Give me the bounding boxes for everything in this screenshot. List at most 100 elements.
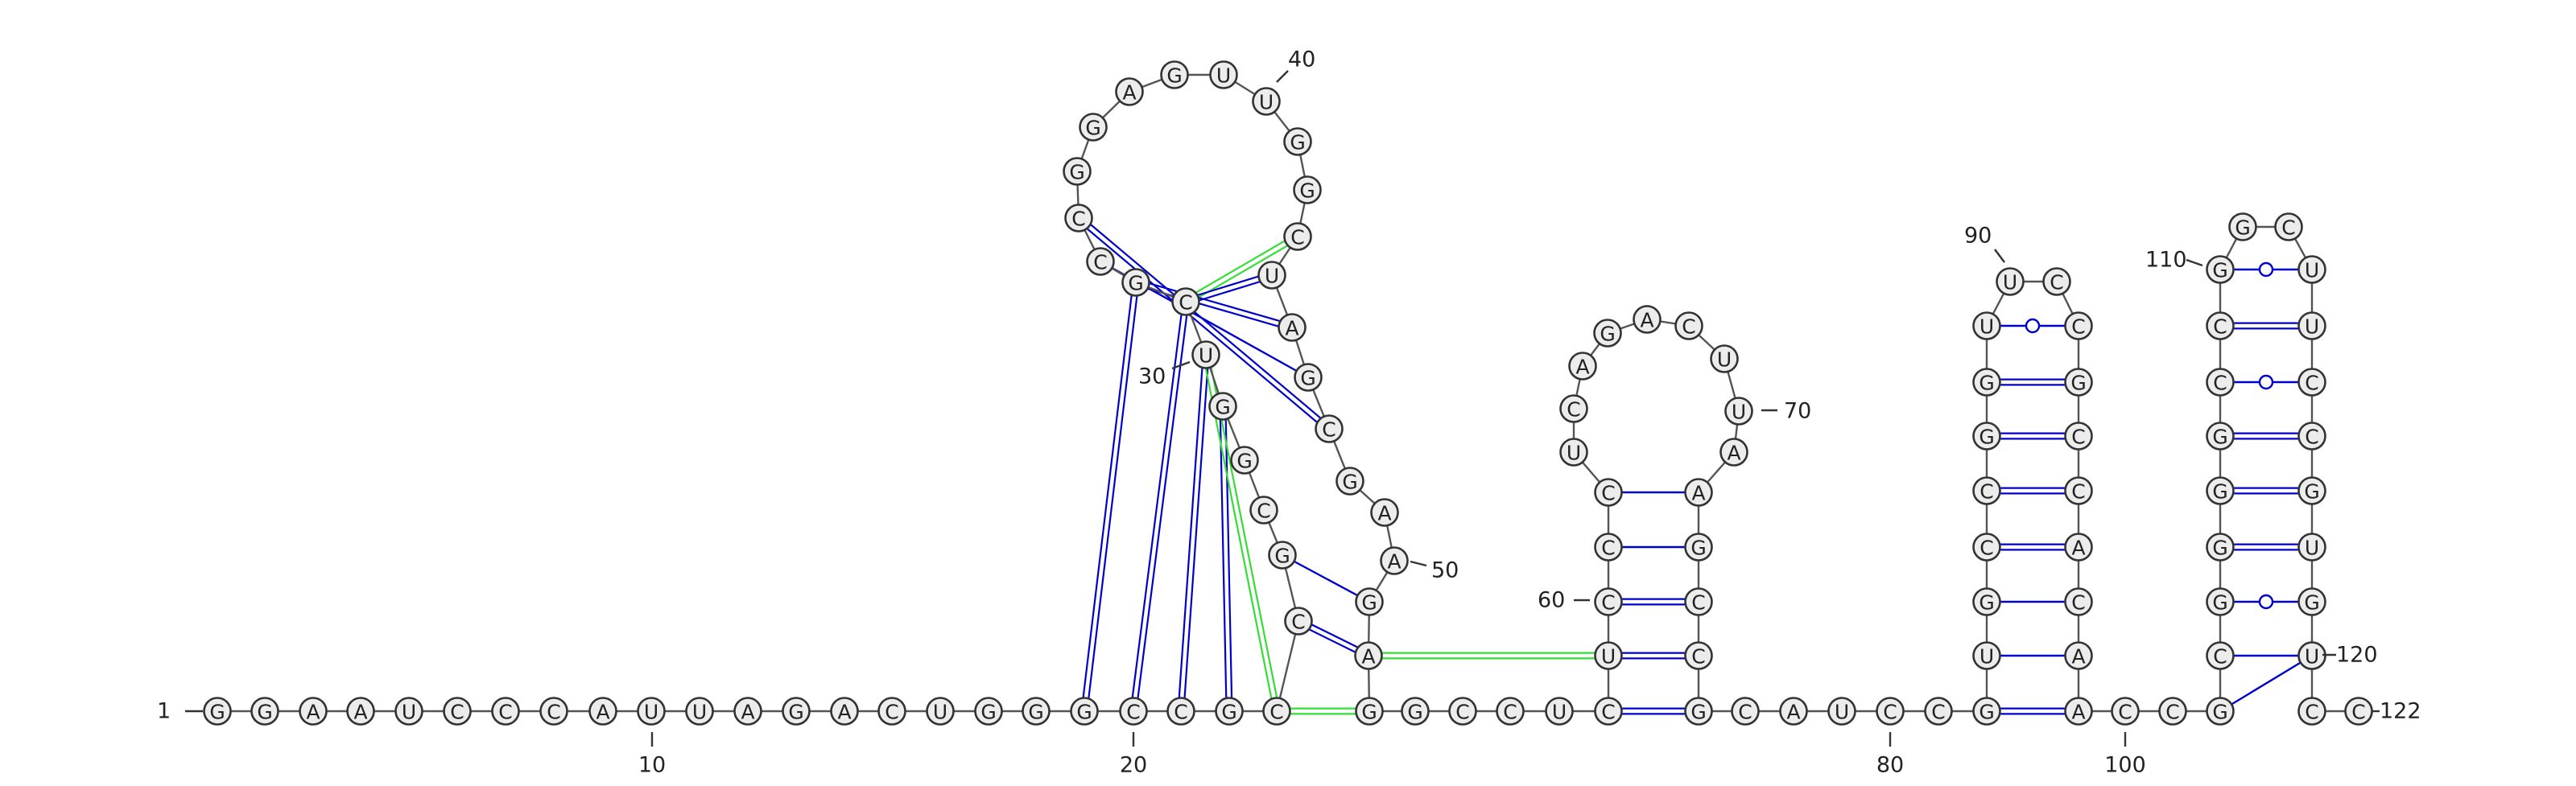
nucleotide-letter: A xyxy=(2071,645,2085,669)
base-pair-h1-1 xyxy=(1184,271,1274,306)
nucleotide-letter: G xyxy=(1028,701,1043,724)
nucleotide-letter: C xyxy=(2071,426,2085,449)
nucleotide-circle xyxy=(1594,641,1623,670)
base-pair-long-4-strand-b xyxy=(1219,406,1228,712)
nucleotide-97: A xyxy=(2064,641,2093,670)
nucleotide-letter: C xyxy=(1931,701,1945,724)
nucleotide-83: G xyxy=(1972,587,2001,616)
nucleotide-78: U xyxy=(1827,697,1856,726)
tick-110 xyxy=(2186,258,2203,267)
nucleotide-letter: C xyxy=(1691,645,1705,669)
nucleotide-circle xyxy=(974,697,1003,726)
nucleotide-48: A xyxy=(1370,498,1399,527)
nucleotide-33: C xyxy=(1064,204,1093,233)
base-pair-long-1 xyxy=(1080,282,1140,712)
nucleotide-23: C xyxy=(1262,697,1291,726)
tertiary-pair-4 xyxy=(1368,652,1608,660)
nucleotide-19: G xyxy=(1070,697,1099,726)
position-label-122: 122 xyxy=(2380,699,2421,724)
nucleotide-letter: G xyxy=(1069,161,1084,184)
nucleotide-letter: C xyxy=(2071,480,2085,504)
base-pair-h3-8 xyxy=(1987,318,2079,334)
nucleotide-66: A xyxy=(1633,305,1662,334)
nucleotide-circle xyxy=(1171,287,1200,316)
nucleotide-104: G xyxy=(2206,533,2235,562)
base-pair-h1-4 xyxy=(1076,215,1331,432)
nucleotide-6: C xyxy=(443,697,472,726)
base-pair-long-1-strand-a xyxy=(1086,282,1140,712)
nucleotide-circle xyxy=(1633,305,1662,334)
nucleotide-102: C xyxy=(2206,641,2235,670)
nucleotide-77: A xyxy=(1779,697,1808,726)
nucleotide-circle xyxy=(2111,697,2140,726)
nucleotide-letter: G xyxy=(1361,591,1377,615)
nucleotide-96: C xyxy=(2064,587,2093,616)
nucleotide-42: C xyxy=(1283,222,1312,251)
nucleotide-circle xyxy=(1283,127,1312,156)
tertiary-pair-3-strand-b xyxy=(1183,233,1297,301)
base-pair-long-4-strand-a xyxy=(1224,405,1233,711)
nucleotide-108: C xyxy=(2206,311,2235,340)
nucleotide-circle xyxy=(1370,498,1399,527)
nucleotide-circle xyxy=(2297,533,2326,562)
nucleotide-letter: U xyxy=(1717,348,1732,372)
nucleotide-circle xyxy=(1594,587,1623,616)
nucleotide-circle xyxy=(1268,541,1297,570)
nucleotide-circle xyxy=(2274,212,2303,241)
nucleotide-letter: G xyxy=(1128,272,1143,295)
nucleotide-2: G xyxy=(250,697,279,726)
nucleotide-100: C xyxy=(2158,697,2187,726)
nucleotide-circle xyxy=(1972,311,2001,340)
nucleotide-112: U xyxy=(2297,255,2326,284)
nucleotide-letter: C xyxy=(2071,591,2085,615)
nucleotide-82: U xyxy=(1972,641,2001,670)
nucleotide-letter: A xyxy=(837,701,851,724)
nucleotide-letter: G xyxy=(1407,701,1422,724)
nucleotide-letter: A xyxy=(1122,81,1136,105)
position-label-110: 110 xyxy=(2145,248,2187,273)
nucleotide-circle xyxy=(2297,311,2326,340)
nucleotide-circle xyxy=(2297,697,2326,726)
nucleotide-letter: U xyxy=(933,701,947,724)
tick-50 xyxy=(1410,560,1427,567)
base-pair-h3-4 xyxy=(1987,543,2079,551)
nucleotide-61: C xyxy=(1594,478,1623,507)
nucleotide-34: G xyxy=(1063,157,1092,186)
nucleotide-12: A xyxy=(733,697,762,726)
nucleotide-113: U xyxy=(2297,311,2326,340)
nucleotide-21: C xyxy=(1166,697,1195,726)
nucleotide-letter: C xyxy=(1691,591,1705,615)
nucleotide-letter: A xyxy=(1387,550,1401,574)
base-pair-long-2-strand-a xyxy=(1135,302,1190,712)
nucleotide-circle xyxy=(2064,533,2093,562)
position-label-layer: 1 10 20 30 40 50 60 70 80 90 100 110 xyxy=(157,47,2421,778)
nucleotide-circle xyxy=(1684,697,1713,726)
nucleotide-letter: C xyxy=(2213,315,2227,339)
base-pair-long-2 xyxy=(1129,301,1190,712)
nucleotide-18: G xyxy=(1022,697,1051,726)
nucleotide-90: C xyxy=(2042,267,2071,296)
nucleotide-letter: G xyxy=(1979,591,1994,615)
base-pair-h4-9 xyxy=(2220,261,2312,278)
nucleotide-110: G xyxy=(2228,212,2257,241)
nucleotide-circle xyxy=(394,697,423,726)
nucleotide-letter: C xyxy=(1322,418,1335,442)
nucleotide-circle xyxy=(1262,697,1291,726)
nucleotide-86: G xyxy=(1972,422,2001,451)
nucleotide-circle xyxy=(1354,641,1383,670)
nucleotide-circle xyxy=(2297,476,2326,505)
nucleotide-letter: C xyxy=(1738,701,1752,724)
nucleotide-circle xyxy=(1249,496,1278,525)
nucleotide-circle xyxy=(346,697,375,726)
nucleotide-letter: G xyxy=(1361,701,1377,724)
nucleotide-circle xyxy=(2206,476,2235,505)
nucleotide-73: C xyxy=(1684,587,1713,616)
nucleotide-30: C xyxy=(1171,287,1200,316)
nucleotide-letter: A xyxy=(1285,317,1298,340)
nucleotide-letter: C xyxy=(1071,208,1085,231)
nucleotide-letter: U xyxy=(1979,315,1994,339)
position-label-10: 10 xyxy=(638,753,666,778)
nucleotide-26: C xyxy=(1249,496,1278,525)
nucleotide-9: A xyxy=(588,697,617,726)
nucleotide-circle xyxy=(1496,697,1525,726)
